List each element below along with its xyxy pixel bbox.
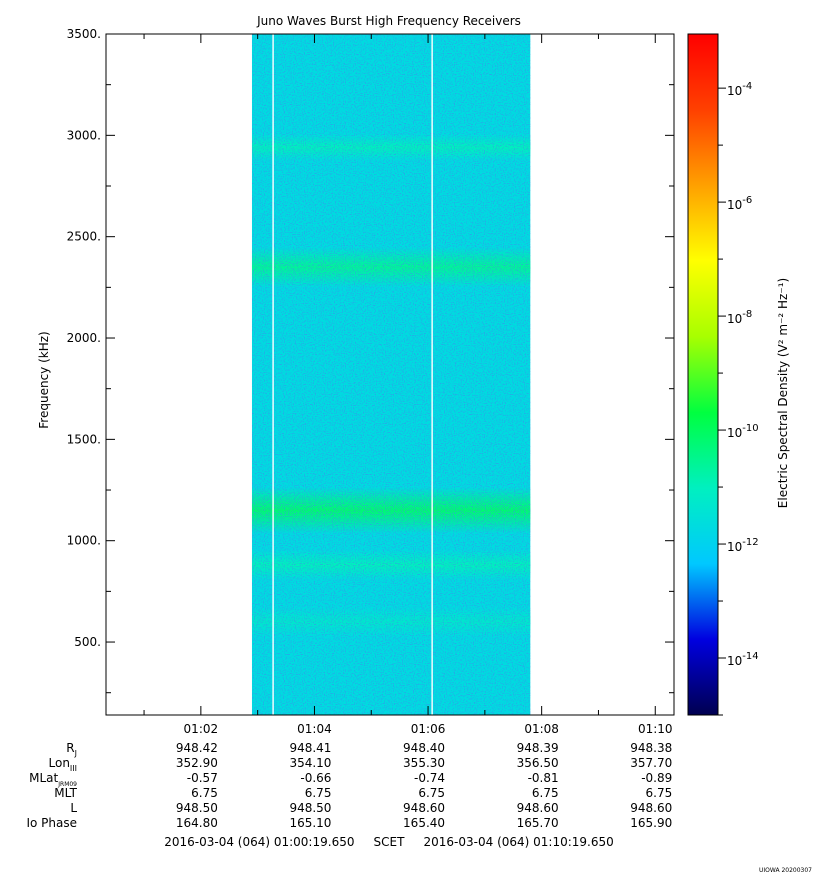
x-tick-label: 01:10 <box>638 722 673 736</box>
y-tick-label: 1500. <box>67 432 101 446</box>
ephemeris-row-label: RJ <box>66 741 77 758</box>
ephemeris-value: 355.30 <box>403 756 445 770</box>
ephemeris-value: 164.80 <box>176 816 218 830</box>
ephemeris-value: 6.75 <box>532 786 559 800</box>
ephemeris-value: 948.41 <box>289 741 331 755</box>
y-axis: 500. 1000. 1500. 2000. 2500. 3000. 3500. <box>67 27 674 694</box>
colorbar-tick-exponent: -10 <box>742 423 758 434</box>
ephemeris-value: 165.40 <box>403 816 445 830</box>
ephemeris-value: 948.42 <box>176 741 218 755</box>
x-tick-label: 01:06 <box>411 722 446 736</box>
y-tick-label: 1000. <box>67 534 101 548</box>
colorbar-tick-label: 10-10 <box>727 423 759 440</box>
ephemeris-value: 948.40 <box>403 741 445 755</box>
ephemeris-value: 354.10 <box>289 756 331 770</box>
ephemeris-value: -0.57 <box>187 771 218 785</box>
colorbar-tick-label: 10-4 <box>727 81 752 98</box>
ephemeris-value: 356.50 <box>517 756 559 770</box>
ephemeris-value: 948.39 <box>517 741 559 755</box>
x-tick-label: 01:08 <box>524 722 559 736</box>
credit-label: UIOWA 20200307 <box>759 867 812 874</box>
colorbar-tick-label: 10-14 <box>727 651 759 668</box>
ephemeris-value: 6.75 <box>418 786 445 800</box>
time-range-label: 2016-03-04 (064) 01:00:19.650 SCET 2016-… <box>164 835 614 849</box>
y-tick-label: 3000. <box>67 128 101 142</box>
data-gap-line <box>272 34 274 715</box>
ephemeris-value: 948.60 <box>517 801 559 815</box>
colorbar-label: Electric Spectral Density (V² m⁻² Hz⁻¹) <box>776 278 790 508</box>
ephemeris-value: -0.89 <box>641 771 672 785</box>
plot-area <box>251 34 531 715</box>
ephemeris-row-label: LonIII <box>49 756 78 773</box>
spectrogram-speckle <box>251 34 531 715</box>
colorbar-tick-label: 10-8 <box>727 309 752 326</box>
ephemeris-row-label-subscript: JRM09 <box>57 781 77 788</box>
ephemeris-value: 357.70 <box>630 756 672 770</box>
ephemeris-row-label: MLT <box>54 786 77 800</box>
ephemeris-value: -0.74 <box>414 771 445 785</box>
colorbar-tick-label: 10-12 <box>727 537 759 554</box>
ephemeris-value: 165.70 <box>517 816 559 830</box>
chart-title: Juno Waves Burst High Frequency Receiver… <box>256 14 521 28</box>
y-tick-label: 3500. <box>67 27 101 41</box>
x-tick-label: 01:04 <box>297 722 332 736</box>
ephemeris-row-label-subscript: J <box>74 749 77 758</box>
y-tick-label: 2500. <box>67 230 101 244</box>
y-axis-label: Frequency (kHz) <box>37 331 51 428</box>
ephemeris-value: 6.75 <box>646 786 673 800</box>
colorbar-tick-label: 10-6 <box>727 195 752 212</box>
plot-frame <box>105 33 675 716</box>
colorbar-tick-exponent: -14 <box>742 651 758 662</box>
ephemeris-value: 948.60 <box>403 801 445 815</box>
colorbar-tick-exponent: -6 <box>742 195 752 206</box>
spectrogram-data <box>251 34 531 715</box>
colorbar-tick-exponent: -4 <box>742 81 752 92</box>
ephemeris-row-label-subscript: III <box>70 764 77 773</box>
colorbar-tick-exponent: -8 <box>742 309 752 320</box>
x-axis: 01:02 01:04 01:06 01:08 01:10 <box>143 34 673 736</box>
ephemeris-value: 948.50 <box>176 801 218 815</box>
data-gap-line <box>431 34 433 715</box>
ephemeris-value: 948.38 <box>630 741 672 755</box>
x-tick-label: 01:02 <box>184 722 219 736</box>
colorbar-axis: 10-14 10-12 10-10 10-8 10-6 10-4 <box>718 81 759 716</box>
ephemeris-value: 352.90 <box>176 756 218 770</box>
y-tick-label: 500. <box>74 635 101 649</box>
ephemeris-row-label: Io Phase <box>26 816 77 830</box>
ephemeris-value: 948.60 <box>630 801 672 815</box>
ephemeris-value: -0.81 <box>528 771 559 785</box>
ephemeris-value: 948.50 <box>289 801 331 815</box>
ephemeris-value: 6.75 <box>305 786 332 800</box>
ephemeris-value: -0.66 <box>300 771 331 785</box>
colorbar-tick-exponent: -12 <box>742 537 758 548</box>
ephemeris-value: 165.90 <box>630 816 672 830</box>
colorbar <box>687 33 719 716</box>
ephemeris-value: 6.75 <box>191 786 218 800</box>
ephemeris-value: 165.10 <box>289 816 331 830</box>
ephemeris-table: RJ 948.42 948.41 948.40 948.39 948.38 LonIII 35… <box>26 741 672 830</box>
y-tick-label: 2000. <box>67 331 101 345</box>
ephemeris-row-label: L <box>70 801 77 815</box>
